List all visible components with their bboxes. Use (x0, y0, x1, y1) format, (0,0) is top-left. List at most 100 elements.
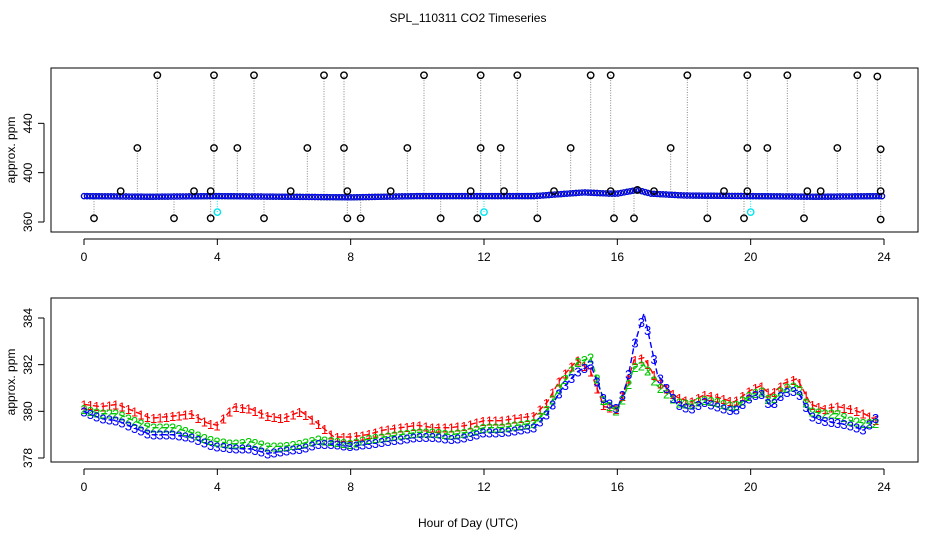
baseline-point-3 (152, 193, 160, 200)
outlier-low-point (610, 214, 618, 223)
baseline-point-3 (434, 192, 442, 200)
series-3-marker: 3 (232, 442, 239, 457)
series-3-marker: 3 (739, 397, 746, 412)
series-3-marker: 3 (467, 429, 474, 444)
series-2-marker: 2 (353, 435, 360, 450)
series-2-marker: 2 (866, 416, 873, 431)
series-2-marker: 2 (175, 422, 182, 437)
baseline-point-3 (767, 193, 775, 200)
series-2-marker: 2 (739, 394, 746, 409)
series-3-marker: 3 (568, 371, 575, 386)
baseline-point-3 (338, 194, 346, 201)
series-3-marker: 3 (638, 315, 645, 330)
outlier-low-point (630, 214, 638, 223)
series-2-marker: 2 (682, 396, 689, 411)
baseline-point-3 (500, 192, 508, 200)
top-plot-frame (50, 67, 919, 233)
series-3-marker: 3 (80, 404, 87, 419)
top-outlier-points (90, 71, 885, 224)
baseline-point-3 (422, 192, 430, 200)
baseline-point-3 (458, 192, 466, 200)
baseline-point-3 (707, 192, 715, 199)
series-1-marker: 1 (802, 388, 809, 403)
baseline-point-3 (782, 193, 790, 200)
series-1-marker: 1 (524, 410, 531, 425)
series-1-marker: 1 (346, 430, 353, 445)
baseline-point-3 (443, 192, 451, 200)
series-2-marker: 2 (226, 436, 233, 451)
baseline-point-3 (575, 189, 583, 196)
series-3-marker: 3 (194, 433, 201, 448)
series-2-marker: 2 (593, 372, 600, 387)
series-1-marker: 1 (758, 380, 765, 395)
baseline-point-3 (788, 193, 796, 200)
baseline-point-3 (368, 193, 376, 201)
baseline-point-3 (791, 193, 799, 200)
series-1-marker: 1 (220, 412, 227, 427)
series-1-marker: 1 (327, 427, 334, 442)
series-3-marker: 3 (163, 428, 170, 443)
baseline-point-3 (362, 193, 370, 201)
outlier-high-point (153, 71, 162, 80)
outlier-high-point (873, 72, 882, 81)
series-1-marker: 1 (733, 393, 740, 408)
series-1-marker: 1 (606, 401, 613, 416)
series-3-marker: 3 (530, 421, 537, 436)
baseline-point-3 (512, 192, 520, 200)
series-2-marker: 2 (93, 406, 100, 421)
baseline-point-3 (677, 192, 685, 199)
baseline-point-3 (377, 193, 385, 200)
series-2-marker: 2 (733, 398, 740, 413)
baseline-point-3 (242, 193, 250, 200)
series-2-marker: 2 (777, 385, 784, 400)
outlier-mid-point (833, 144, 842, 152)
baseline-point-3 (149, 193, 157, 200)
series-1-marker: 1 (676, 391, 683, 406)
series-3-marker: 3 (657, 372, 664, 387)
series-2-marker: 2 (327, 434, 334, 449)
series-3-marker: 3 (663, 381, 670, 396)
series-2-marker: 2 (188, 426, 195, 441)
baseline-point-3 (569, 190, 577, 197)
baseline-point-3 (536, 192, 544, 199)
outlier-low-point (170, 214, 178, 223)
baseline-point-3 (230, 193, 238, 200)
series-2-marker: 2 (454, 427, 461, 442)
bottom-plot-frame (50, 297, 919, 463)
series-1-marker: 1 (840, 401, 847, 416)
baseline-point-3 (410, 192, 418, 200)
series-1-marker: 1 (809, 398, 816, 413)
baseline-point-3 (530, 192, 538, 200)
series-3-marker: 3 (106, 413, 113, 428)
baseline-point-3 (302, 193, 310, 201)
series-1-marker: 1 (175, 408, 182, 423)
series-1-marker: 1 (150, 411, 157, 426)
series-3-marker: 3 (245, 442, 252, 457)
series-2-marker: 2 (460, 426, 467, 441)
series-1-marker: 1 (416, 419, 423, 434)
series-2-marker: 2 (530, 416, 537, 431)
series-3-marker: 3 (175, 428, 182, 443)
series-2-marker: 2 (511, 419, 518, 434)
series-2-marker: 2 (606, 399, 613, 414)
series-2-marker: 2 (163, 421, 170, 436)
outlier-mid-point (210, 144, 218, 152)
series-3-marker: 3 (416, 430, 423, 445)
series-2-marker: 2 (802, 395, 809, 410)
baseline-point-3 (866, 193, 874, 200)
outlier-mid-point (340, 144, 348, 152)
baseline-point-3 (158, 193, 166, 200)
top-y-tick-label: 360 (21, 212, 35, 232)
series-1-marker: 1 (277, 411, 284, 426)
series-3-marker: 3 (226, 441, 233, 456)
series-1-marker: 1 (492, 414, 499, 429)
series-1-marker: 1 (701, 388, 708, 403)
series-3-marker: 3 (815, 412, 822, 427)
baseline-point-3 (233, 193, 241, 200)
series-2-marker: 2 (251, 436, 258, 451)
baseline-point-3 (113, 193, 121, 200)
baseline-point-3 (164, 193, 172, 200)
baseline-point-3 (701, 192, 709, 199)
baseline-point-3 (296, 193, 304, 201)
baseline-point-3 (848, 193, 856, 200)
